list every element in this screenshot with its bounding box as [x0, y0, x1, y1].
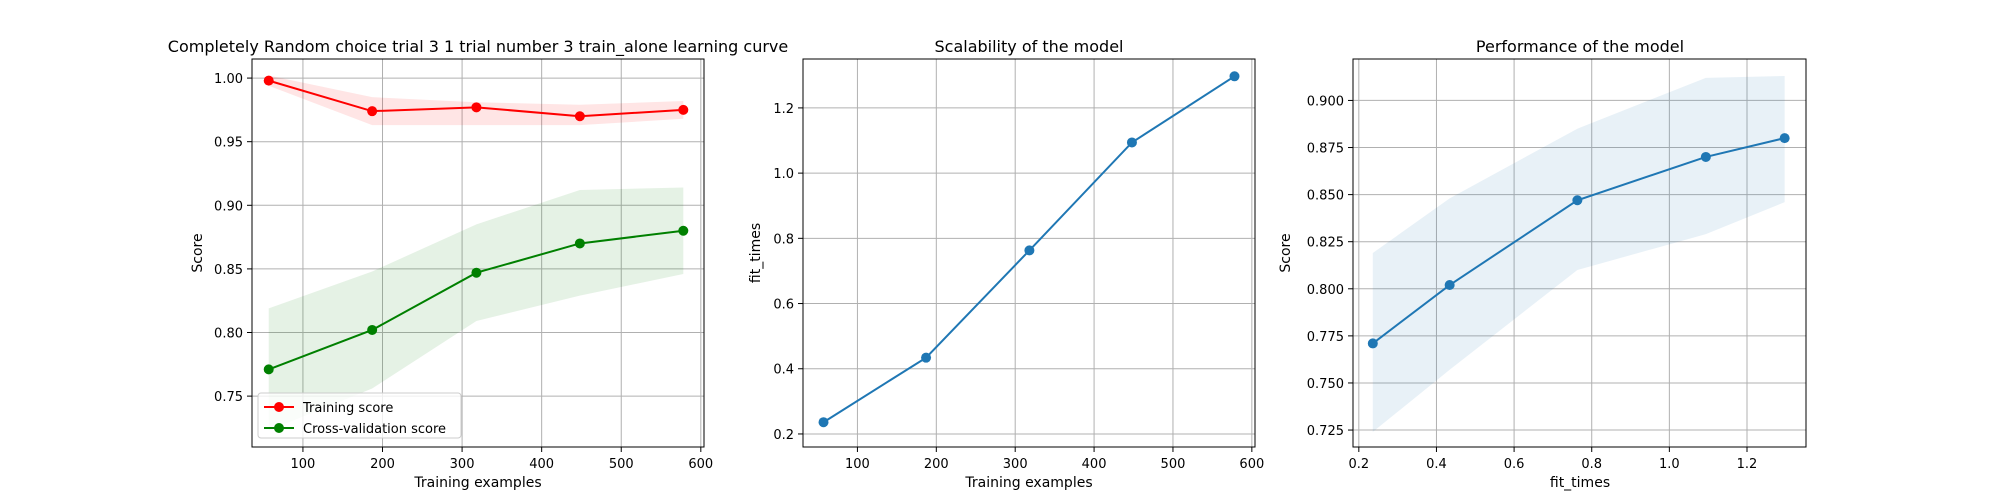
- y-tick-label: 0.875: [1307, 142, 1344, 157]
- y-tick-label: 0.90: [214, 199, 243, 214]
- x-tick-label: 600: [688, 457, 713, 472]
- learning-curve-legend: Training score Cross-validation score: [257, 392, 462, 439]
- scalability-panel: Scalability of the model Training exampl…: [748, 37, 1264, 491]
- lc-data-point: [678, 104, 689, 115]
- x-tick-label: 300: [450, 457, 475, 472]
- legend-training-label: Training score: [302, 401, 393, 416]
- y-tick-label: 0.800: [1307, 283, 1344, 298]
- learning-curve-title: Completely Random choice trial 3 1 trial…: [168, 37, 788, 57]
- x-tick-label: 1.2: [1737, 457, 1758, 472]
- scalability-ylabel: fit_times: [748, 223, 764, 283]
- y-tick-label: 0.80: [214, 327, 243, 342]
- x-tick-label: 0.8: [1581, 457, 1602, 472]
- y-tick-label: 1.0: [773, 167, 794, 182]
- lc-data-point: [678, 225, 689, 236]
- y-tick-label: 0.85: [214, 263, 243, 278]
- legend-cv-label: Cross-validation score: [303, 422, 446, 437]
- pf-data-point: [1367, 338, 1378, 349]
- y-tick-label: 0.95: [214, 136, 243, 151]
- pf-data-point: [1572, 195, 1583, 206]
- x-tick-label: 300: [1003, 457, 1028, 472]
- x-tick-label: 100: [291, 457, 316, 472]
- y-tick-label: 0.850: [1307, 189, 1344, 204]
- y-tick-label: 0.6: [773, 298, 794, 313]
- x-tick-label: 0.4: [1426, 457, 1447, 472]
- x-tick-label: 400: [1082, 457, 1107, 472]
- scalability-title: Scalability of the model: [935, 37, 1124, 56]
- learning-curve-xlabel: Training examples: [413, 475, 541, 491]
- y-tick-label: 0.900: [1307, 94, 1344, 109]
- performance-xlabel: fit_times: [1550, 475, 1610, 491]
- legend-training-marker: [274, 402, 284, 412]
- x-tick-label: 400: [529, 457, 554, 472]
- lc-ticks: 100 200 300 400 500 600 0.75 0.80 0.85 0.90 0.95 1.…: [214, 72, 713, 472]
- performance-title: Performance of the model: [1476, 37, 1684, 56]
- y-tick-label: 0.2: [773, 428, 794, 443]
- performance-ylabel: Score: [1278, 233, 1294, 272]
- lc-data-point: [367, 106, 378, 117]
- x-tick-label: 600: [1239, 457, 1264, 472]
- y-tick-label: 0.4: [773, 363, 794, 378]
- y-tick-label: 0.750: [1307, 377, 1344, 392]
- y-tick-label: 0.75: [214, 390, 243, 405]
- x-tick-label: 0.2: [1348, 457, 1369, 472]
- pf-ticks: 0.2 0.4 0.6 0.8 1.0 1.2 0.725 0.750 0.775 0.800 0.…: [1307, 94, 1758, 472]
- legend-cv-marker: [274, 423, 284, 433]
- lc-data-point: [263, 364, 274, 375]
- lc-data-point: [367, 324, 378, 335]
- y-tick-label: 0.775: [1307, 330, 1344, 345]
- x-tick-label: 1.0: [1659, 457, 1680, 472]
- lc-data-point: [471, 267, 482, 278]
- performance-panel: Performance of the model fit_times Score…: [1278, 37, 1807, 491]
- sc-axes-frame: [802, 58, 1256, 448]
- lc-data-point: [574, 238, 585, 249]
- learning-curve-panel: Completely Random choice trial 3 1 trial…: [168, 37, 788, 491]
- y-tick-label: 0.825: [1307, 236, 1344, 251]
- y-tick-label: 0.8: [773, 232, 794, 247]
- x-tick-label: 200: [370, 457, 395, 472]
- lc-data-point: [263, 75, 274, 86]
- sc-data-point: [1024, 245, 1035, 256]
- sc-grid: [803, 59, 1255, 447]
- sc-ticks: 100 200 300 400 500 600 0.2 0.4 0.6 0.8 1.0 1.2: [773, 102, 1264, 472]
- x-tick-label: 0.6: [1504, 457, 1525, 472]
- learning-curve-plot-area: 100 200 300 400 500 600 0.75 0.80 0.85 0.90 0.95 1.…: [214, 58, 713, 472]
- learning-curve-ylabel: Score: [190, 233, 206, 272]
- sc-data-point: [818, 417, 829, 428]
- pf-data-point: [1444, 280, 1455, 291]
- x-tick-label: 500: [609, 457, 634, 472]
- sc-data-point: [1126, 137, 1137, 148]
- lc-data-point: [471, 102, 482, 113]
- pf-axes-frame: [1352, 58, 1807, 448]
- pf-data-point: [1700, 151, 1711, 162]
- x-tick-label: 100: [845, 457, 870, 472]
- y-tick-label: 1.00: [214, 72, 243, 87]
- pf-grid: [1353, 59, 1806, 447]
- sc-data-point: [921, 352, 932, 363]
- y-tick-label: 0.725: [1307, 424, 1344, 439]
- pf-data-point: [1779, 133, 1790, 144]
- sc-data-point: [1229, 71, 1240, 82]
- x-tick-label: 500: [1161, 457, 1186, 472]
- scalability-plot-area: 100 200 300 400 500 600 0.2 0.4 0.6 0.8 1.0 1.2: [773, 58, 1264, 472]
- performance-plot-area: 0.2 0.4 0.6 0.8 1.0 1.2 0.725 0.750 0.775 0.800 0.…: [1307, 58, 1807, 472]
- lc-data-point: [574, 111, 585, 122]
- scalability-xlabel: Training examples: [964, 475, 1092, 491]
- lc-axes-frame: [251, 58, 705, 448]
- y-tick-label: 1.2: [773, 102, 794, 117]
- x-tick-label: 200: [924, 457, 949, 472]
- legend-frame: [257, 392, 462, 439]
